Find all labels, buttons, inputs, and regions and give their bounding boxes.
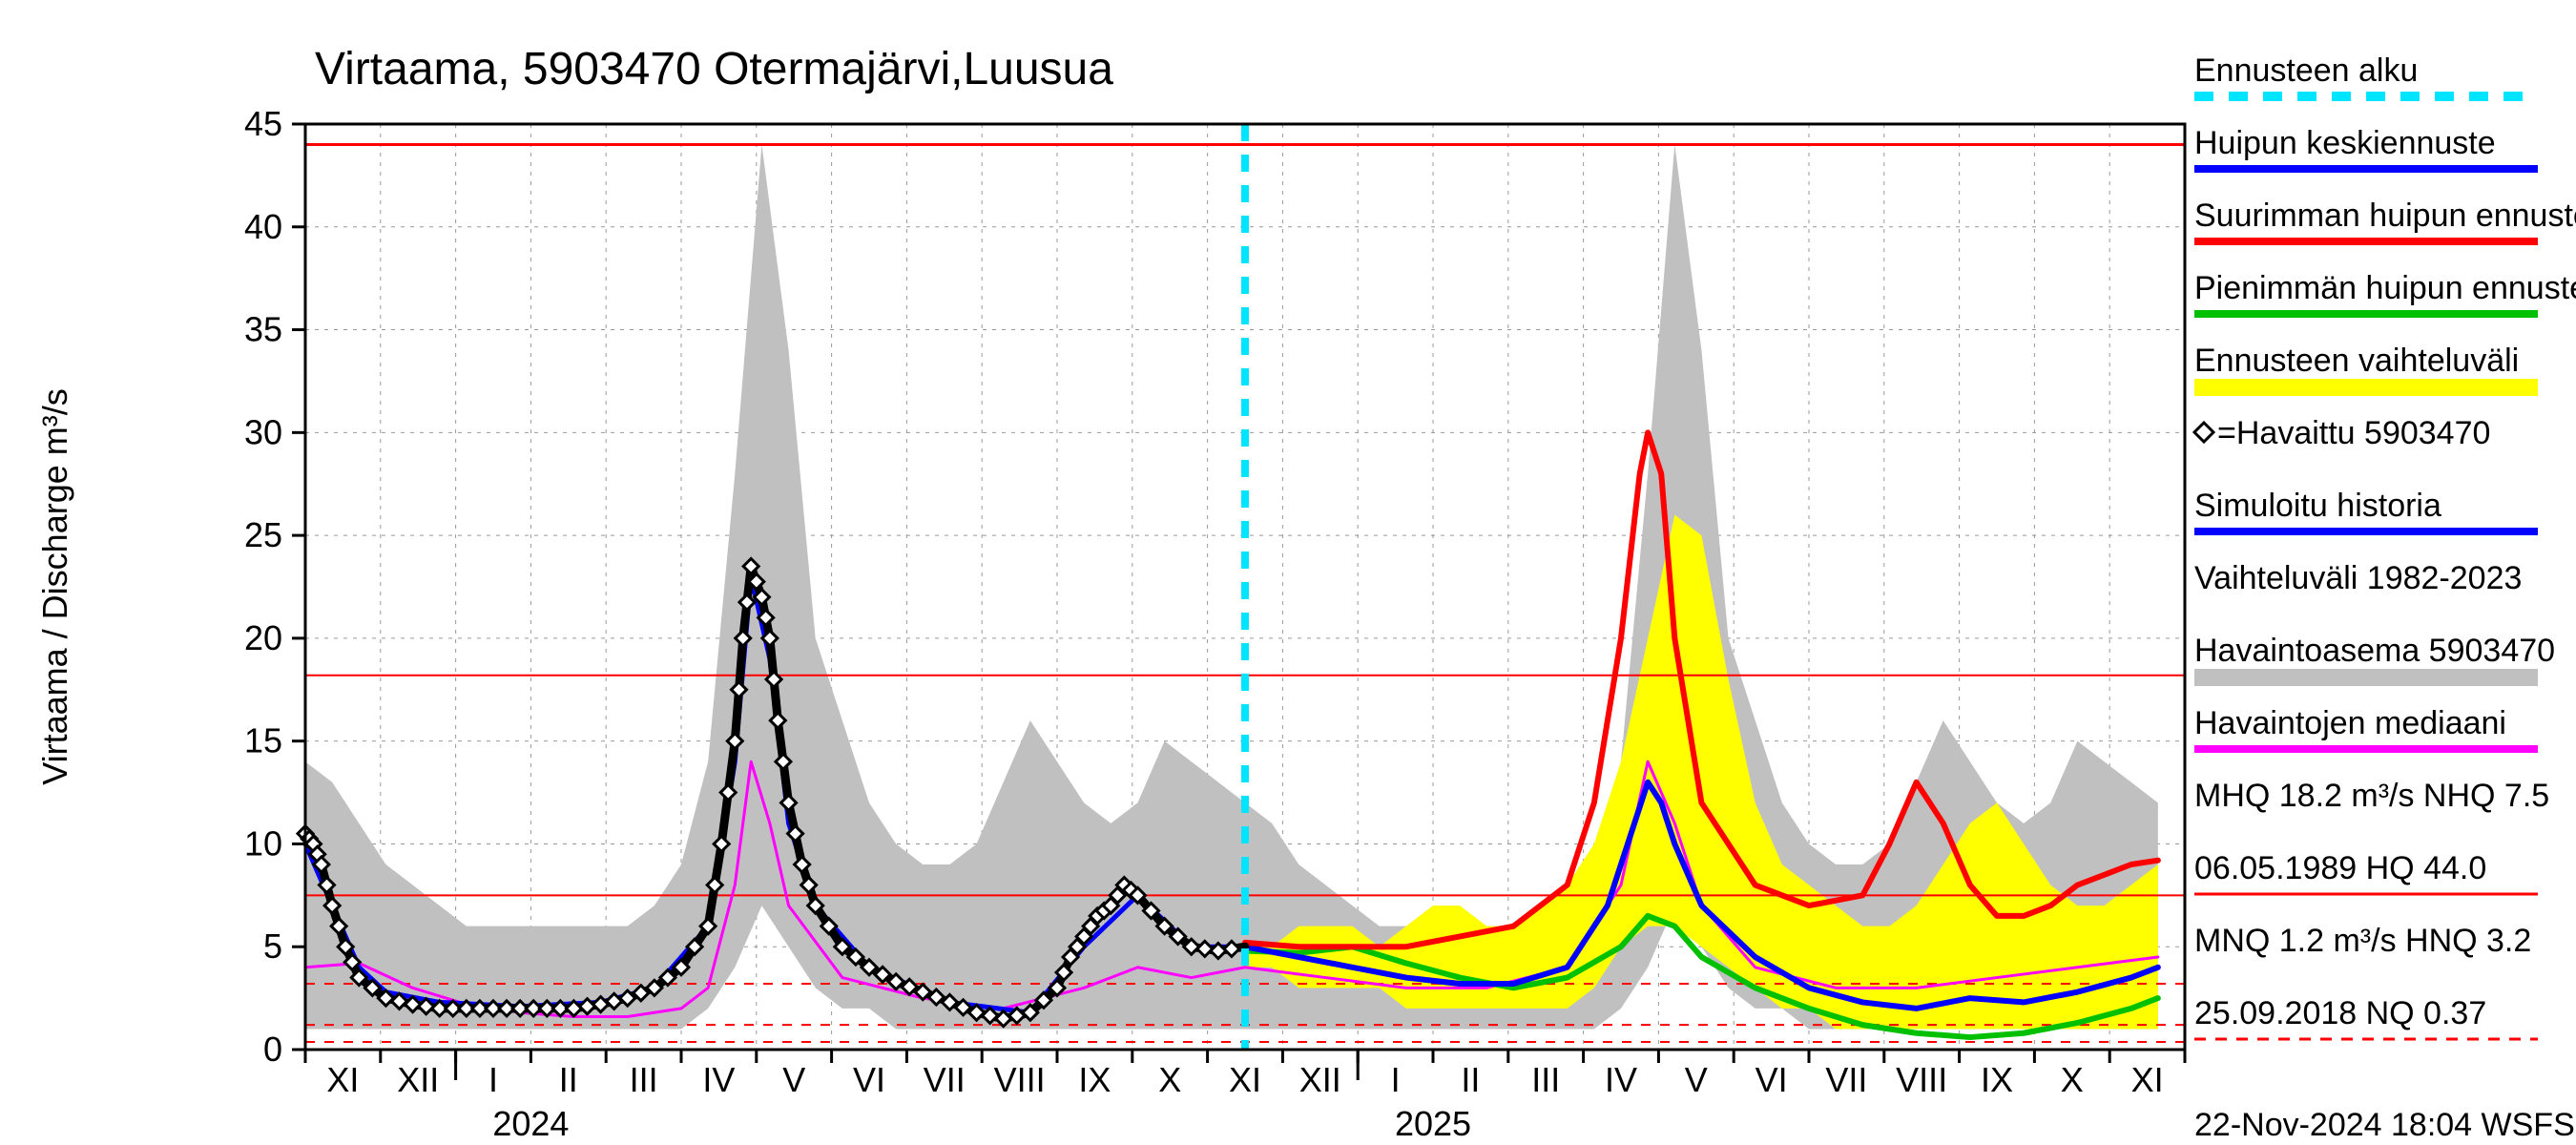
- x-tick-label: IV: [1605, 1060, 1637, 1099]
- x-tick-label: X: [1158, 1060, 1181, 1099]
- legend-label: Simuloitu historia: [2194, 488, 2441, 524]
- y-tick-label: 5: [263, 926, 282, 966]
- x-tick-label: III: [1531, 1060, 1560, 1099]
- x-tick-label: III: [630, 1060, 658, 1099]
- chart-title: Virtaama, 5903470 Otermajärvi,Luusua: [315, 44, 1113, 94]
- y-axis-label: Virtaama / Discharge m³/s: [35, 388, 74, 784]
- legend-label: MNQ 1.2 m³/s HNQ 3.2: [2194, 923, 2531, 959]
- x-year-label: 2024: [492, 1104, 569, 1143]
- legend-label: =Havaittu 5903470: [2217, 415, 2490, 451]
- x-tick-label: X: [2061, 1060, 2084, 1099]
- x-tick-label: V: [782, 1060, 805, 1099]
- legend-label: Ennusteen alku: [2194, 52, 2418, 89]
- x-tick-label: VIII: [994, 1060, 1046, 1099]
- x-tick-label: VIII: [1896, 1060, 1947, 1099]
- x-tick-label: I: [1391, 1060, 1401, 1099]
- legend-label: 06.05.1989 HQ 44.0: [2194, 850, 2486, 886]
- legend-label: Pienimmän huipun ennuste: [2194, 270, 2576, 306]
- x-tick-label: II: [559, 1060, 578, 1099]
- x-tick-label: VII: [1825, 1060, 1867, 1099]
- x-tick-label: XI: [2131, 1060, 2164, 1099]
- x-tick-label: II: [1461, 1060, 1480, 1099]
- legend-label: Havaintojen mediaani: [2194, 705, 2506, 741]
- x-tick-label: VI: [853, 1060, 885, 1099]
- x-tick-label: XI: [326, 1060, 359, 1099]
- legend-label: MHQ 18.2 m³/s NHQ 7.5: [2194, 778, 2549, 814]
- y-tick-label: 15: [244, 721, 282, 760]
- y-tick-label: 10: [244, 823, 282, 863]
- legend-label: Vaihteluväli 1982-2023: [2194, 560, 2522, 596]
- x-tick-label: IV: [702, 1060, 735, 1099]
- x-year-label: 2025: [1395, 1104, 1471, 1143]
- discharge-chart: 051015202530354045XIXIIIIIIIIIVVVIVIIVII…: [0, 0, 2576, 1145]
- chart-footer: 22-Nov-2024 18:04 WSFS-O: [2194, 1107, 2576, 1143]
- y-tick-label: 35: [244, 310, 282, 349]
- y-tick-label: 30: [244, 412, 282, 451]
- x-tick-label: V: [1685, 1060, 1708, 1099]
- legend-swatch: [2194, 669, 2538, 686]
- y-tick-label: 20: [244, 618, 282, 657]
- x-tick-label: XI: [1229, 1060, 1261, 1099]
- x-tick-label: I: [488, 1060, 498, 1099]
- x-tick-label: XII: [1299, 1060, 1341, 1099]
- legend-label: 25.09.2018 NQ 0.37: [2194, 995, 2486, 1031]
- x-tick-label: XII: [397, 1060, 439, 1099]
- x-tick-label: IX: [1078, 1060, 1111, 1099]
- legend-label: Huipun keskiennuste: [2194, 125, 2496, 161]
- y-tick-label: 40: [244, 207, 282, 246]
- x-tick-label: IX: [1981, 1060, 2013, 1099]
- y-tick-label: 25: [244, 515, 282, 554]
- x-tick-label: VII: [924, 1060, 966, 1099]
- y-tick-label: 45: [244, 104, 282, 143]
- y-tick-label: 0: [263, 1030, 282, 1069]
- legend-label: Havaintoasema 5903470: [2194, 633, 2555, 669]
- x-tick-label: VI: [1755, 1060, 1788, 1099]
- legend-label: Ennusteen vaihteluväli: [2194, 343, 2519, 379]
- legend-swatch: [2194, 379, 2538, 396]
- legend-label: Suurimman huipun ennuste: [2194, 198, 2576, 234]
